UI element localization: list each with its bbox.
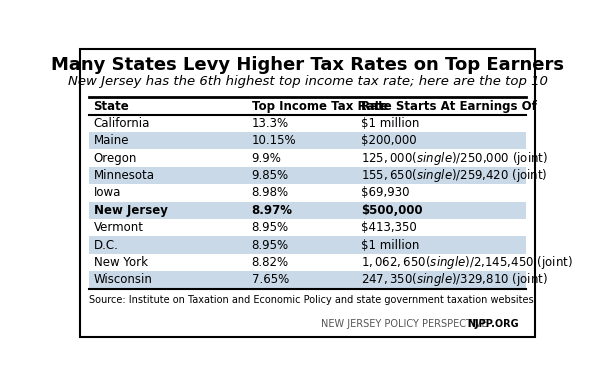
Text: New Jersey has the 6th highest top income tax rate; here are the top 10: New Jersey has the 6th highest top incom… xyxy=(68,75,547,88)
Text: D.C.: D.C. xyxy=(94,238,118,252)
Text: 8.95%: 8.95% xyxy=(252,221,289,234)
Text: Maine: Maine xyxy=(94,134,129,147)
FancyBboxPatch shape xyxy=(89,149,526,167)
Text: $155,650 (single)/$259,420 (joint): $155,650 (single)/$259,420 (joint) xyxy=(361,167,547,184)
Text: $1 million: $1 million xyxy=(361,117,419,130)
Text: 9.9%: 9.9% xyxy=(252,152,281,165)
Text: $247,350 (single)/$329,810 (joint): $247,350 (single)/$329,810 (joint) xyxy=(361,271,548,288)
Text: $69,930: $69,930 xyxy=(361,186,409,199)
Text: 8.82%: 8.82% xyxy=(252,256,289,269)
Text: Vermont: Vermont xyxy=(94,221,143,234)
Text: State: State xyxy=(94,99,130,113)
Text: $413,350: $413,350 xyxy=(361,221,417,234)
Text: 7.65%: 7.65% xyxy=(252,273,289,286)
Text: California: California xyxy=(94,117,150,130)
FancyBboxPatch shape xyxy=(89,236,526,254)
Text: 8.95%: 8.95% xyxy=(252,238,289,252)
Text: $1 million: $1 million xyxy=(361,238,419,252)
Text: $500,000: $500,000 xyxy=(361,204,422,217)
Text: Minnesota: Minnesota xyxy=(94,169,155,182)
FancyBboxPatch shape xyxy=(89,202,526,219)
Text: $200,000: $200,000 xyxy=(361,134,416,147)
Text: Wisconsin: Wisconsin xyxy=(94,273,152,286)
FancyBboxPatch shape xyxy=(89,254,526,271)
Text: Top Income Tax Rate: Top Income Tax Rate xyxy=(252,99,388,113)
Text: NEW JERSEY POLICY PERSPECTIVE: NEW JERSEY POLICY PERSPECTIVE xyxy=(322,319,488,329)
FancyBboxPatch shape xyxy=(80,49,535,337)
Text: New Jersey: New Jersey xyxy=(94,204,167,217)
Text: $1,062,650 (single)/$2,145,450 (joint): $1,062,650 (single)/$2,145,450 (joint) xyxy=(361,254,573,271)
Text: Oregon: Oregon xyxy=(94,152,137,165)
FancyBboxPatch shape xyxy=(89,271,526,288)
Text: New York: New York xyxy=(94,256,148,269)
Text: Iowa: Iowa xyxy=(94,186,121,199)
Text: 13.3%: 13.3% xyxy=(252,117,289,130)
Text: $125,000 (single)/$250,000 (joint): $125,000 (single)/$250,000 (joint) xyxy=(361,150,548,167)
Text: Source: Institute on Taxation and Economic Policy and state government taxation : Source: Institute on Taxation and Econom… xyxy=(89,295,533,305)
FancyBboxPatch shape xyxy=(89,167,526,184)
Text: Rate Starts At Earnings Of: Rate Starts At Earnings Of xyxy=(361,99,537,113)
Text: 8.98%: 8.98% xyxy=(252,186,289,199)
Text: NJPP.ORG: NJPP.ORG xyxy=(467,319,519,329)
Text: 8.97%: 8.97% xyxy=(252,204,293,217)
FancyBboxPatch shape xyxy=(89,132,526,149)
Text: 10.15%: 10.15% xyxy=(252,134,296,147)
Text: Many States Levy Higher Tax Rates on Top Earners: Many States Levy Higher Tax Rates on Top… xyxy=(51,56,564,74)
Text: 9.85%: 9.85% xyxy=(252,169,289,182)
FancyBboxPatch shape xyxy=(89,219,526,236)
FancyBboxPatch shape xyxy=(89,184,526,202)
FancyBboxPatch shape xyxy=(89,115,526,132)
